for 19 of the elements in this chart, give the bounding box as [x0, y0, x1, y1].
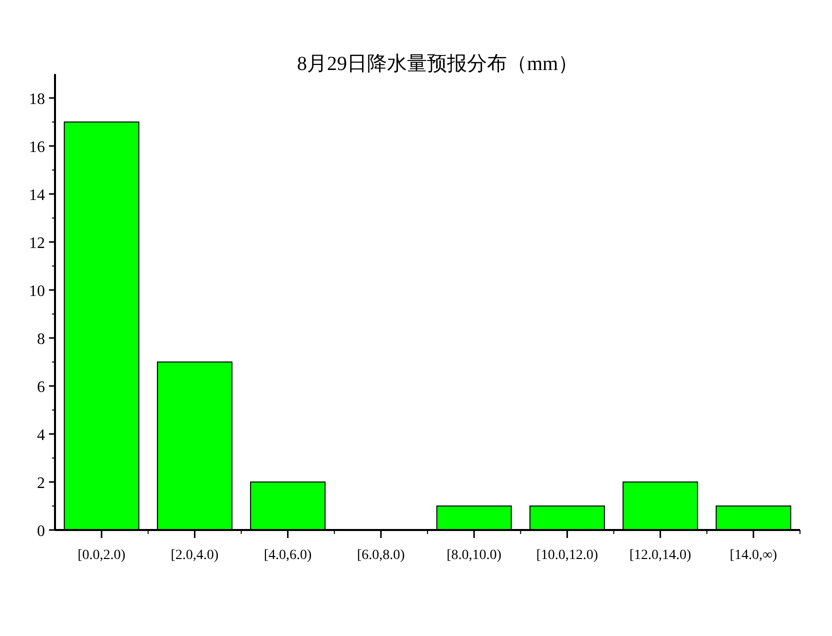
x-tick-label: [14.0,∞)	[730, 548, 778, 563]
y-tick-label: 14	[29, 187, 45, 204]
x-tick-label: [8.0,10.0)	[446, 548, 502, 563]
y-tick-label: 2	[37, 475, 45, 492]
y-tick-label: 16	[29, 139, 45, 156]
y-tick-label: 0	[37, 523, 45, 540]
y-tick-label: 12	[29, 235, 45, 252]
y-tick-label: 8	[37, 331, 45, 348]
y-tick-label: 10	[29, 283, 45, 300]
chart-title: 8月29日降水量预报分布（mm）	[296, 53, 578, 75]
y-tick-label: 6	[37, 379, 45, 396]
x-tick-label: [0.0,2.0)	[78, 548, 126, 563]
x-tick-label: [6.0,8.0)	[357, 548, 406, 563]
x-tick-label: [10.0,12.0)	[536, 548, 598, 563]
x-tick-label: [2.0,4.0)	[170, 548, 219, 563]
y-tick-label: 4	[37, 427, 45, 444]
x-tick-label: [4.0,6.0)	[264, 548, 312, 563]
x-tick-label: [12.0,14.0)	[629, 548, 692, 563]
y-tick-label: 18	[29, 91, 45, 108]
